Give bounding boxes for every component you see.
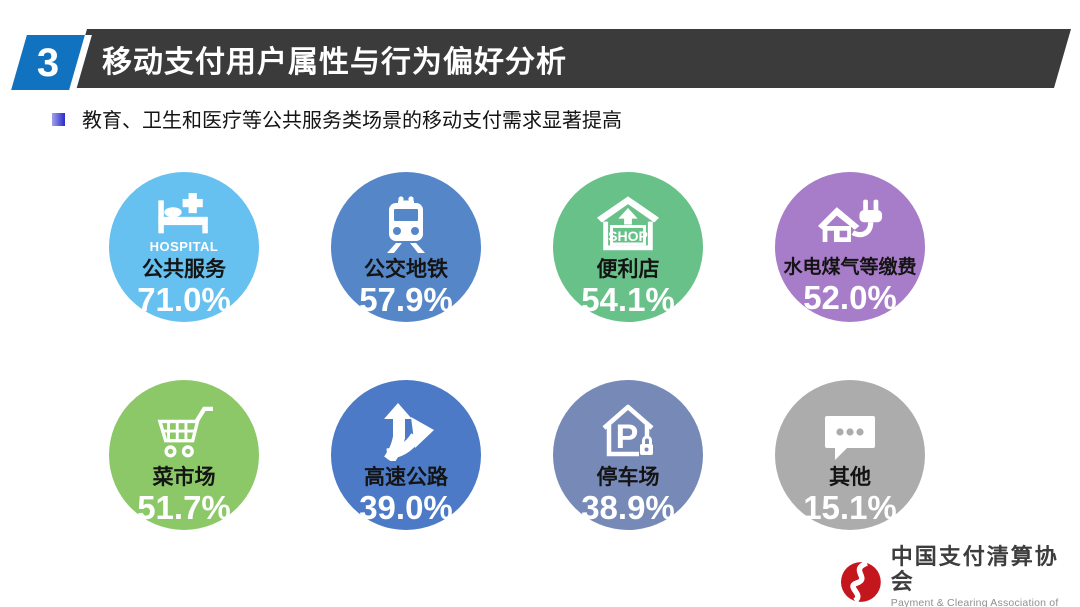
- bubble-value: 38.9%: [581, 489, 675, 527]
- bubble-value: 71.0%: [137, 281, 231, 319]
- bubble-public-services: HOSPITAL 公共服务 71.0%: [109, 172, 259, 322]
- bubble-label: 其他: [829, 466, 871, 489]
- bubble-food-market: 菜市场 51.7%: [109, 380, 259, 530]
- bubble-label: 菜市场: [152, 466, 216, 489]
- bubble-value: 51.7%: [137, 489, 231, 527]
- association-name-en: Payment & Clearing Association of China: [890, 596, 1059, 607]
- shop-house-icon: SHOP: [596, 196, 660, 251]
- shopping-cart-icon: [157, 406, 213, 458]
- highway-arrows-icon: [384, 403, 434, 461]
- association-name-cn: 中国支付清算协会: [890, 544, 1059, 595]
- title-bar: 移动支付用户属性与行为偏好分析: [70, 29, 1071, 88]
- slide-subtitle: 教育、卫生和医疗等公共服务类场景的移动支付需求显著提高: [82, 110, 622, 132]
- bubble-label: 停车场: [596, 466, 660, 489]
- parking-letter: P: [616, 418, 639, 456]
- bubble-value: 15.1%: [803, 489, 897, 527]
- bubble-parking-lot: P 停车场 38.9%: [553, 380, 703, 530]
- association-logo-icon: [840, 560, 881, 604]
- bubble-label: 水电煤气等缴费: [783, 257, 917, 278]
- bubble-value: 39.0%: [359, 489, 453, 527]
- chat-bubble-icon: [825, 416, 875, 460]
- parking-garage-icon: P: [602, 404, 654, 457]
- bubble-label: 公交地铁: [364, 258, 448, 281]
- subtitle-row: 教育、卫生和医疗等公共服务类场景的移动支付需求显著提高: [52, 104, 622, 133]
- shop-caption: SHOP: [608, 228, 648, 244]
- bubble-convenience-store: SHOP 便利店 54.1%: [553, 172, 703, 322]
- metro-train-icon: [387, 196, 425, 253]
- bubble-label: 公共服务: [142, 258, 226, 281]
- bubble-value: 52.0%: [803, 278, 897, 316]
- hospital-caption: HOSPITAL: [149, 239, 219, 254]
- bubble-value: 57.9%: [359, 281, 453, 319]
- association-logo: 中国支付清算协会 Payment & Clearing Association …: [840, 544, 1080, 607]
- bubble-utilities-payment: 水电煤气等缴费 52.0%: [775, 172, 925, 322]
- bubble-others: 其他 15.1%: [775, 380, 925, 530]
- section-number: 3: [36, 40, 60, 85]
- house-plug-icon: [817, 199, 883, 243]
- bubble-highway: 高速公路 39.0%: [331, 380, 481, 530]
- slide-title: 移动支付用户属性与行为偏好分析: [102, 45, 567, 79]
- bubble-label: 便利店: [596, 258, 660, 281]
- bullet-square-icon: [52, 113, 65, 126]
- bubble-label: 高速公路: [364, 466, 448, 489]
- bubble-grid: HOSPITAL 公共服务 71.0% 公交地铁 57.9%: [109, 172, 925, 530]
- bubble-value: 54.1%: [581, 281, 675, 319]
- bubble-bus-metro: 公交地铁 57.9%: [331, 172, 481, 322]
- hospital-bed-icon: [158, 193, 208, 234]
